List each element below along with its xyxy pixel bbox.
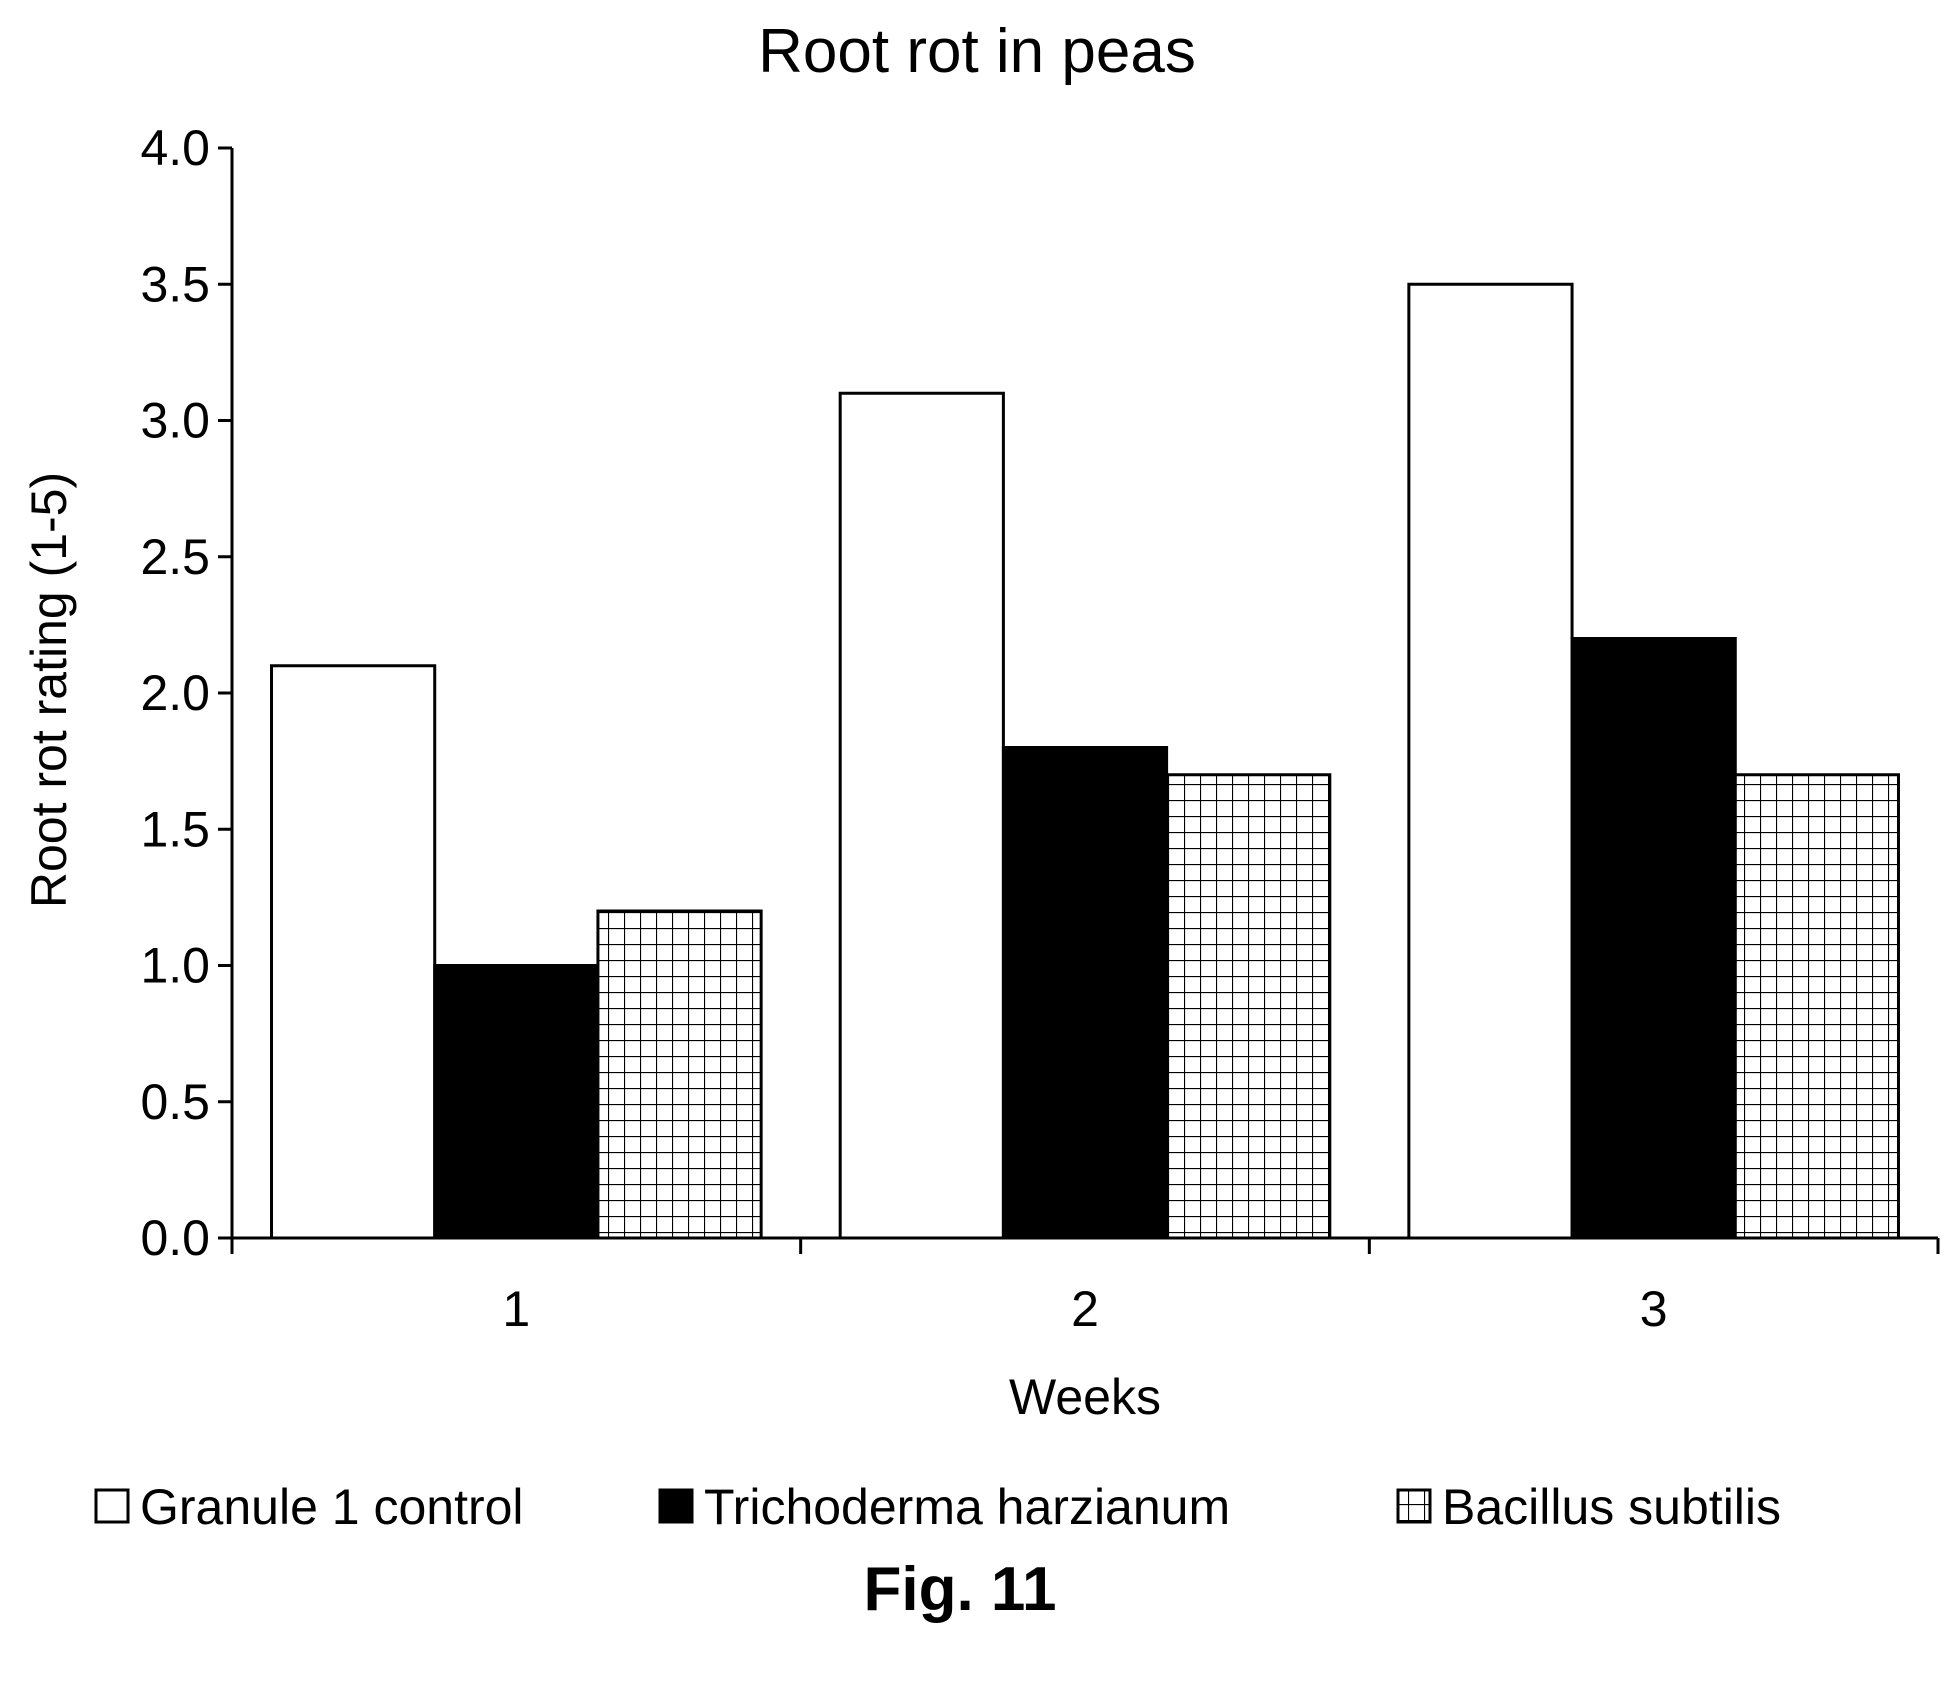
x-tick-label: 3	[1640, 1281, 1668, 1337]
x-tick-label: 2	[1071, 1281, 1099, 1337]
chart-title: Root rot in peas	[758, 17, 1196, 86]
bar	[1733, 773, 1900, 1240]
y-tick-label: 0.0	[140, 1210, 210, 1266]
bar	[1001, 746, 1169, 1240]
y-tick-label: 2.0	[140, 665, 210, 721]
figure-label: Fig. 11	[864, 1555, 1057, 1624]
y-tick-label: 4.0	[140, 120, 210, 176]
legend-label: Trichoderma harzianum	[704, 1479, 1230, 1535]
x-axis-label: Weeks	[1009, 1369, 1161, 1425]
x-axis: 1 2 3	[230, 1236, 1940, 1337]
legend-swatch	[1396, 1488, 1432, 1524]
legend: Granule 1 control Trichoderma harzianum Ba…	[94, 1479, 1781, 1535]
bar	[596, 909, 763, 1240]
y-tick-label: 3.0	[140, 393, 210, 449]
legend-label: Bacillus subtilis	[1442, 1479, 1781, 1535]
bar	[1407, 282, 1574, 1240]
bars	[270, 282, 1900, 1240]
y-axis-label: Root rot rating (1-5)	[21, 472, 77, 908]
legend-swatch	[94, 1488, 130, 1524]
x-tick-label: 1	[502, 1281, 530, 1337]
y-tick-label: 1.0	[140, 938, 210, 994]
y-axis: 0.0 0.5 1.0 1.5 2.0 2.5 3.0 3.5 4.0	[140, 120, 234, 1266]
y-tick-label: 2.5	[140, 529, 210, 585]
bar	[433, 964, 600, 1240]
bar	[270, 664, 437, 1240]
y-tick-label: 1.5	[140, 801, 210, 857]
legend-label: Granule 1 control	[140, 1479, 524, 1535]
y-tick-label: 0.5	[140, 1074, 210, 1130]
y-tick-label: 3.5	[140, 256, 210, 312]
legend-swatch	[658, 1488, 694, 1524]
bar	[838, 391, 1005, 1240]
bar	[1570, 637, 1737, 1240]
bar	[1165, 773, 1332, 1240]
